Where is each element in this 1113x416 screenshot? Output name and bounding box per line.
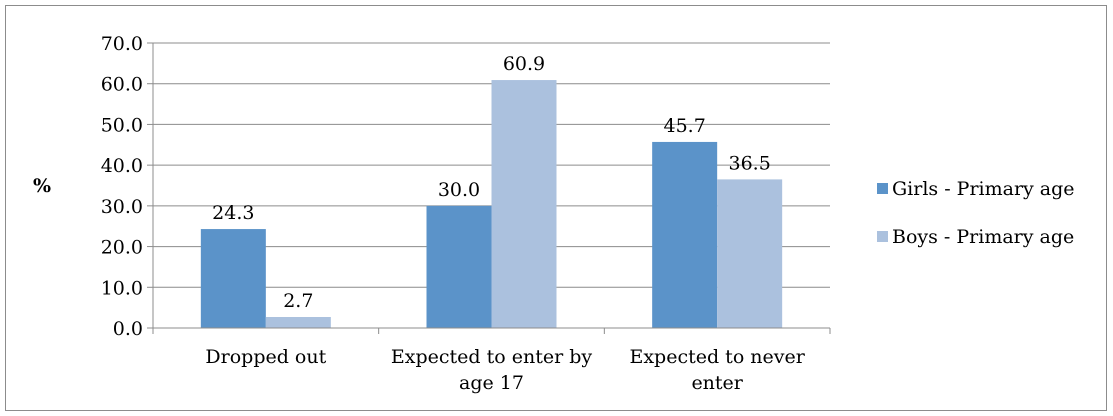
data-label: 24.3 (212, 202, 254, 224)
y-tick-label: 10.0 (101, 277, 143, 299)
x-category-label: enter (691, 372, 743, 394)
legend-label: Boys - Primary age (892, 226, 1074, 248)
data-label: 45.7 (664, 115, 706, 137)
x-category-label: Expected to never (629, 346, 805, 368)
bar (200, 229, 266, 328)
legend-swatch (877, 231, 888, 242)
bar (426, 205, 492, 328)
data-label: 36.5 (729, 152, 771, 174)
data-label: 2.7 (283, 290, 313, 312)
y-tick-label: 0.0 (113, 318, 143, 340)
legend-swatch (877, 183, 888, 194)
y-tick-label: 60.0 (101, 74, 143, 96)
y-tick-label: 20.0 (101, 237, 143, 259)
x-category-label: age 17 (459, 372, 524, 394)
y-tick-label: 70.0 (101, 33, 143, 55)
legend-label: Girls - Primary age (892, 178, 1075, 200)
data-label: 30.0 (438, 179, 480, 201)
data-label: 60.9 (503, 53, 545, 75)
y-tick-label: 30.0 (101, 196, 143, 218)
bar (717, 179, 783, 328)
bar (491, 80, 557, 328)
bar (652, 141, 718, 328)
bar (265, 317, 331, 328)
y-tick-label: 40.0 (101, 155, 143, 177)
x-category-label: Expected to enter by (391, 346, 592, 368)
x-category-label: Dropped out (205, 346, 326, 368)
y-tick-label: 50.0 (101, 114, 143, 136)
y-axis-title: % (33, 175, 51, 197)
